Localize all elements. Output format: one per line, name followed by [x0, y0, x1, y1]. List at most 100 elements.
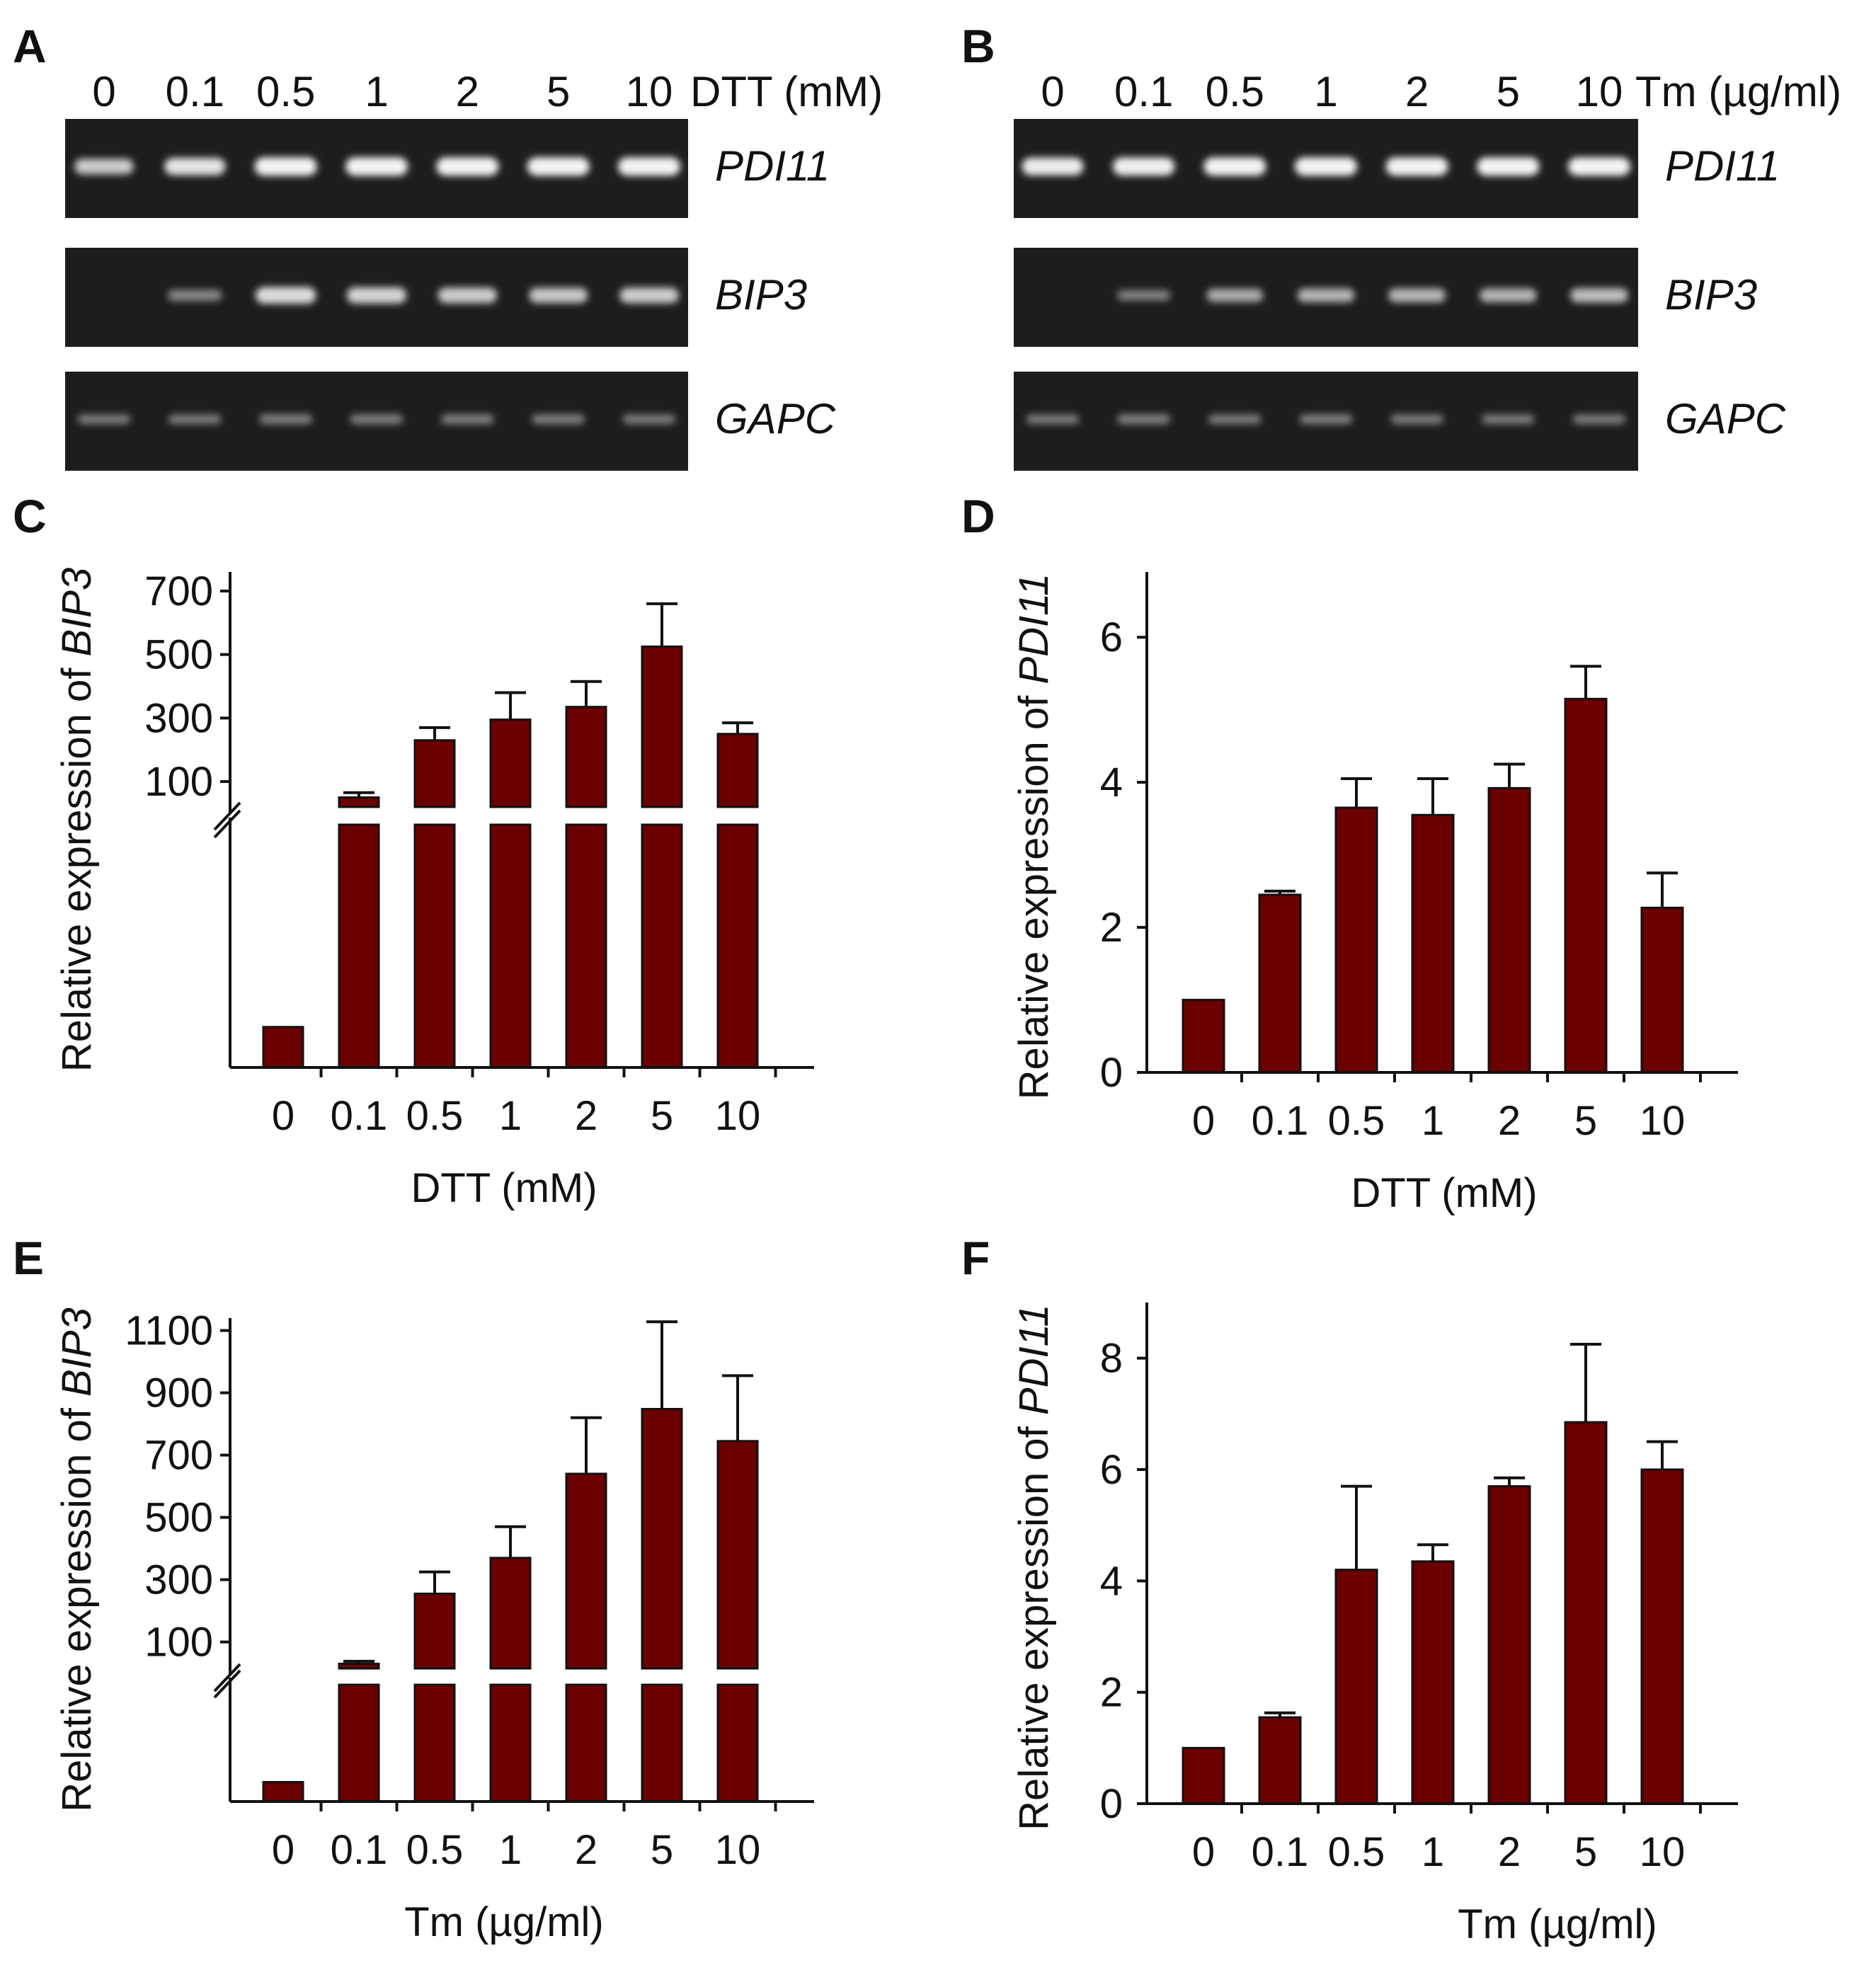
y-axis-label: Relative expression of BIP3 — [54, 568, 100, 1072]
bar-2 — [1487, 1476, 1531, 1805]
gene-label: GAPC — [715, 395, 836, 442]
bar — [1564, 1421, 1608, 1805]
gel-band — [1295, 157, 1357, 176]
bar-lower-segment — [641, 1683, 683, 1803]
gel-band — [1208, 414, 1262, 425]
panel-letter-d: D — [961, 490, 995, 542]
bar-upper-segment — [565, 1472, 607, 1670]
bar-0.5 — [413, 1570, 456, 1803]
x-tick-label: 2 — [1498, 1829, 1521, 1875]
gel-band — [1112, 157, 1175, 176]
bar — [262, 1026, 304, 1069]
y-axis-label: Relative expression of PDI11 — [1011, 1304, 1057, 1831]
gel-band — [1117, 414, 1171, 425]
panel-letter-b: B — [961, 20, 995, 72]
axis-break-mark — [213, 1669, 241, 1699]
bar-lower-segment — [716, 1683, 759, 1803]
bar-2 — [1487, 762, 1531, 1074]
gel-b-lane-labels: 0 0.1 0.5 1 2 5 10 Tm (µg/ml) — [1041, 68, 1841, 115]
x-tick-label: 1 — [499, 1093, 522, 1139]
bar — [1182, 999, 1225, 1074]
y-tick-label: 8 — [1100, 1336, 1123, 1382]
bar — [1487, 786, 1531, 1074]
gel-band — [1203, 157, 1266, 176]
bar-lower-segment — [641, 823, 683, 1069]
gel-band — [1026, 414, 1080, 425]
chart-f: 0 2 4 6 8 Relative expression of PDI11 0 0.1 0.5… — [1011, 1302, 1738, 1947]
gel-band — [437, 287, 498, 304]
bar — [1334, 806, 1378, 1074]
lane-label: 10 — [626, 68, 673, 115]
bar-10 — [716, 1374, 759, 1803]
lane-label: 0.1 — [166, 68, 224, 115]
gel-row-bip3: BIP3 — [1014, 248, 1757, 347]
bar — [1411, 813, 1455, 1074]
bar — [1487, 1485, 1531, 1805]
x-tick-label: 5 — [1574, 1829, 1597, 1875]
bar — [1258, 1716, 1302, 1805]
gel-band — [532, 414, 585, 425]
x-tick-label: 5 — [651, 1093, 673, 1139]
gel-band — [346, 287, 407, 304]
bar — [1258, 893, 1302, 1074]
y-tick-label: 100 — [144, 759, 213, 805]
gel-band — [1116, 290, 1171, 301]
panel-d: D 0 2 4 6 Relative expression of PDI11 0 0.1 0.… — [961, 490, 1738, 1216]
bar-5 — [1564, 1343, 1608, 1805]
gel-band — [74, 159, 134, 175]
bar-2 — [565, 680, 607, 1069]
lane-label: 2 — [1405, 68, 1429, 115]
bar-0.1 — [1258, 889, 1302, 1074]
gel-band — [440, 414, 494, 425]
bar-lower-segment — [338, 1683, 380, 1803]
bar-0 — [262, 1026, 304, 1069]
bar-lower-segment — [413, 823, 456, 1069]
bar-0.1 — [338, 1659, 380, 1803]
panel-letter-f: F — [961, 1232, 990, 1284]
gel-band — [1297, 288, 1355, 302]
lane-label: 1 — [365, 68, 388, 115]
bar-upper-segment — [716, 733, 759, 808]
gel-band — [350, 414, 404, 425]
x-tick-label: 10 — [715, 1827, 761, 1873]
y-tick-label: 2 — [1100, 1670, 1123, 1716]
bar-5 — [641, 1320, 683, 1803]
panel-letter-c: C — [13, 490, 47, 542]
gel-band — [164, 158, 226, 176]
gel-band — [259, 414, 313, 425]
x-tick-label: 2 — [1498, 1098, 1521, 1144]
bar-0 — [1182, 999, 1225, 1074]
bar-upper-segment — [716, 1440, 759, 1670]
x-tick-label: 2 — [575, 1093, 597, 1139]
chart-d: 0 2 4 6 Relative expression of PDI11 0 0.1 0.5 1… — [1011, 572, 1738, 1216]
gel-band — [622, 414, 676, 425]
gene-label: GAPC — [1665, 395, 1786, 442]
y-tick-label: 500 — [144, 632, 213, 678]
y-tick-label: 6 — [1100, 1447, 1123, 1493]
gel-unit-label: DTT (mM) — [690, 68, 883, 115]
y-tick-label: 6 — [1100, 614, 1123, 660]
lane-label: 0 — [1041, 68, 1064, 115]
bar — [1640, 1468, 1684, 1805]
x-tick-label: 0.1 — [1252, 1829, 1309, 1875]
x-tick-label: 1 — [1422, 1829, 1444, 1875]
bar-upper-segment — [641, 645, 683, 808]
lane-label: 0.5 — [1206, 68, 1264, 115]
gel-band — [1390, 414, 1443, 425]
bar-lower-segment — [565, 823, 607, 1069]
bar-upper-segment — [489, 1557, 532, 1670]
lane-label: 0.5 — [256, 68, 315, 115]
panel-a: A 0 0.1 0.5 1 2 5 10 DTT (mM) PDI11 BIP3 GAPC — [13, 20, 883, 471]
y-tick-label: 1100 — [125, 1308, 213, 1354]
lane-label: 0 — [92, 68, 115, 115]
gel-band — [618, 157, 680, 176]
x-tick-label: 0.5 — [1328, 1098, 1385, 1144]
gel-band — [527, 157, 590, 176]
bar — [1182, 1746, 1225, 1805]
bar-10 — [1640, 1440, 1684, 1805]
y-tick-label: 700 — [144, 568, 213, 614]
bar-upper-segment — [641, 1407, 683, 1670]
